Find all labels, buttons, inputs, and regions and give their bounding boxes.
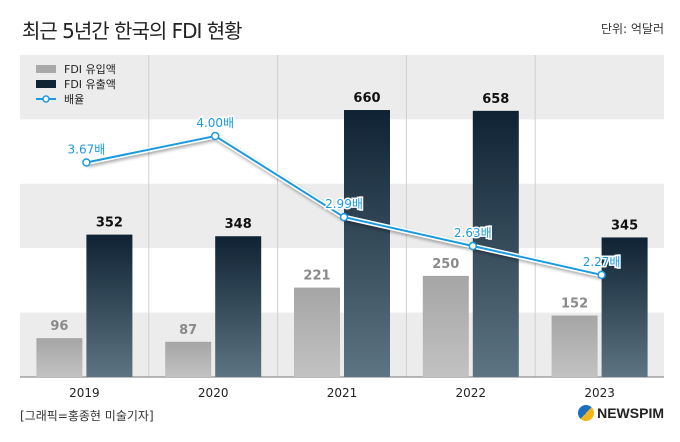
outflow-value-label: 660 bbox=[353, 91, 380, 106]
ratio-point bbox=[210, 131, 220, 141]
x-tick-label: 2020 bbox=[198, 386, 229, 400]
legend-label-outflow: FDI 유출액 bbox=[64, 78, 116, 91]
bar-outflow bbox=[344, 110, 390, 377]
ratio-value-label: 4.00배 bbox=[196, 116, 234, 130]
chart-title: 최근 5년간 한국의 FDI 현황 bbox=[22, 19, 243, 43]
ratio-point bbox=[597, 270, 606, 280]
legend-swatch-outflow bbox=[36, 80, 56, 88]
grid-band bbox=[20, 55, 664, 120]
bar-outflow bbox=[472, 110, 519, 378]
outflow-value-label: 658 bbox=[482, 92, 509, 107]
bar-inflow bbox=[36, 338, 83, 377]
inflow-value-label: 250 bbox=[432, 257, 459, 272]
graphic-credit: [그래픽=홍종현 미술기자] bbox=[20, 409, 154, 423]
ratio-value-label: 2.27배 bbox=[583, 255, 621, 269]
ratio-point bbox=[82, 158, 91, 167]
inflow-value-label: 87 bbox=[179, 323, 197, 338]
logo-mark-icon bbox=[578, 405, 595, 421]
inflow-value-label: 96 bbox=[50, 319, 68, 334]
ratio-point bbox=[468, 241, 478, 251]
bar-inflow bbox=[294, 287, 340, 377]
legend-swatch-inflow bbox=[36, 65, 56, 73]
newspim-logo: NEWSPIM bbox=[578, 405, 664, 421]
x-tick-label: 2023 bbox=[584, 386, 615, 400]
ratio-point bbox=[339, 212, 349, 222]
bar-outflow bbox=[215, 236, 262, 377]
inflow-value-label: 221 bbox=[303, 269, 330, 284]
outflow-value-label: 348 bbox=[225, 217, 252, 232]
bar-outflow bbox=[86, 234, 133, 377]
bar-inflow bbox=[551, 315, 598, 377]
legend-label-ratio: 배율 bbox=[64, 93, 84, 106]
outflow-value-label: 345 bbox=[611, 218, 638, 233]
logo-text: NEWSPIM bbox=[597, 405, 664, 421]
ratio-value-label: 3.67배 bbox=[68, 142, 106, 156]
ratio-value-label: 2.63배 bbox=[454, 226, 492, 240]
x-tick-label: 2021 bbox=[327, 386, 358, 400]
bar-inflow bbox=[422, 275, 469, 377]
bar-inflow bbox=[165, 341, 212, 377]
x-tick-label: 2019 bbox=[69, 386, 100, 400]
grid-band bbox=[20, 119, 664, 184]
ratio-value-label: 2.99배 bbox=[325, 197, 363, 211]
outflow-value-label: 352 bbox=[96, 216, 123, 231]
bar-outflow bbox=[601, 237, 648, 377]
legend-label-inflow: FDI 유입액 bbox=[64, 63, 116, 76]
inflow-value-label: 152 bbox=[561, 297, 588, 312]
unit-label: 단위: 억달러 bbox=[600, 22, 664, 36]
legend-marker-ratio bbox=[42, 95, 50, 103]
x-tick-label: 2022 bbox=[456, 386, 487, 400]
